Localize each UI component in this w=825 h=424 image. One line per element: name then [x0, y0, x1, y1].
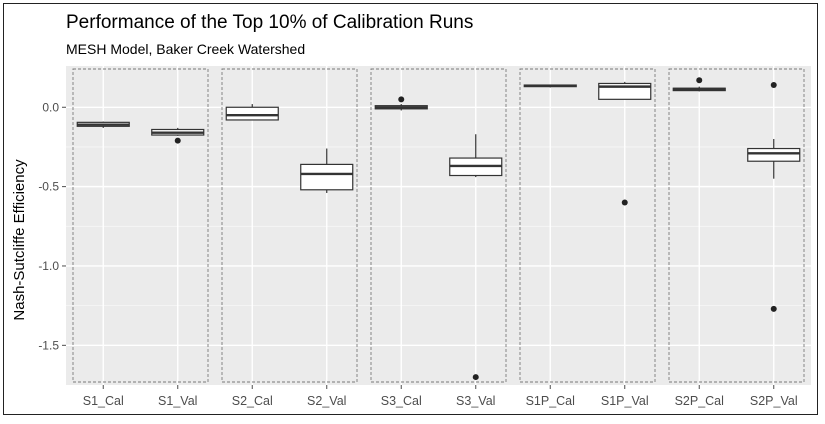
x-tick-label: S2P_Val	[750, 394, 798, 408]
facet-panel-border	[72, 68, 209, 383]
outlier-point	[770, 305, 777, 312]
box-s1p-val	[598, 81, 652, 206]
outlier-point	[621, 199, 628, 206]
box-iqr	[300, 163, 354, 191]
x-tick-label: S1_Cal	[83, 394, 124, 408]
chart-title: Performance of the Top 10% of Calibratio…	[66, 12, 473, 33]
box-s1-val	[151, 127, 205, 144]
box-iqr	[747, 147, 801, 162]
facet-panel-border	[519, 68, 656, 383]
y-tick-label: -1.0	[38, 259, 59, 273]
facet-panel-border	[221, 68, 358, 383]
y-tick-label: 0.0	[42, 100, 59, 114]
grid-layer	[66, 66, 811, 385]
x-tick-label: S3_Val	[456, 394, 495, 408]
facet-layer	[72, 68, 805, 383]
facet-panel-border	[668, 68, 805, 383]
outlier-point	[696, 77, 703, 84]
outlier-point	[770, 82, 777, 89]
axis-layer: 0.0 -0.5 -1.0 -1.5 S1_Cal S1_Val S2_Cal S2_Val S…	[38, 100, 797, 408]
box-s1-cal	[76, 121, 130, 128]
outlier-point	[472, 374, 479, 381]
plot-panel-background	[66, 66, 811, 385]
x-tick-label: S2_Cal	[232, 394, 273, 408]
chart-subtitle: MESH Model, Baker Creek Watershed	[66, 41, 305, 57]
x-tick-label: S1P_Cal	[526, 394, 575, 408]
box-layer	[76, 77, 801, 381]
facet-panel-border	[370, 68, 507, 383]
y-axis-label: Nash-Sutcliffe Efficiency	[11, 159, 28, 321]
x-tick-label: S1P_Val	[601, 394, 649, 408]
x-tick-label: S3_Cal	[381, 394, 422, 408]
box-s3-val	[449, 134, 503, 381]
box-s1p-cal	[523, 84, 577, 88]
box-s2-val	[300, 148, 354, 193]
box-s3-cal	[374, 96, 428, 111]
outlier-point	[174, 137, 181, 144]
y-tick-label: -0.5	[38, 180, 59, 194]
x-tick-label: S1_Val	[158, 394, 197, 408]
box-s2p-cal	[672, 77, 726, 92]
x-tick-label: S2P_Cal	[675, 394, 724, 408]
box-iqr	[225, 106, 279, 121]
outlier-point	[398, 96, 405, 103]
y-tick-label: -1.5	[38, 338, 59, 352]
box-s2p-val	[747, 82, 801, 312]
box-s2-cal	[225, 104, 279, 121]
x-tick-label: S2_Val	[307, 394, 346, 408]
